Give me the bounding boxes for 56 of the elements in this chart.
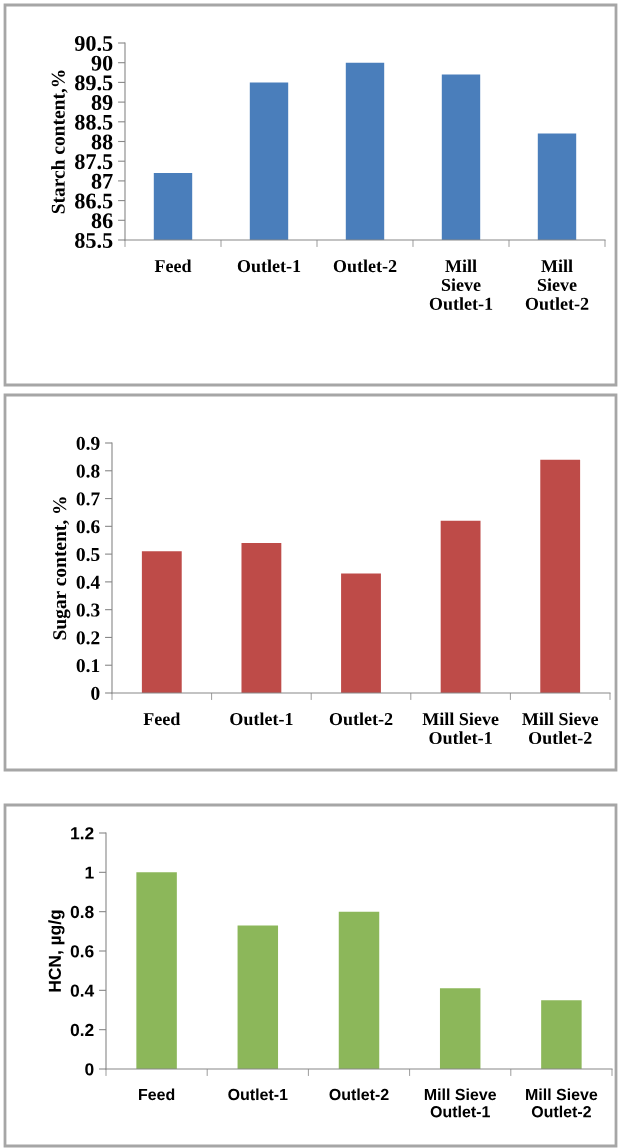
y-tick-label: 0.2 [70,1023,94,1037]
y-tick-label: 0.4 [76,575,100,589]
y-tick-label: 90.5 [74,35,113,52]
bar [439,988,481,1069]
x-tick-label: Outlet-1 [230,712,293,726]
y-tick-label: 0.4 [70,984,95,997]
y-tick-label: 0.7 [76,492,100,506]
y-tick-label: 86 [91,213,113,229]
y-tick-label: 89 [91,95,113,111]
y-tick-label: 0.3 [76,603,100,617]
bar [141,551,182,693]
bar [241,543,282,693]
bar [541,1000,582,1069]
x-tick-label: Mill Sieve Outlet-2 [522,712,599,745]
x-tick-label: Outlet-2 [333,259,397,273]
y-axis-title: HCN, µg/g [48,910,65,992]
y-axis-title: Sugar content, % [53,497,71,640]
x-tick-label: Mill Sieve Outlet-2 [525,259,589,310]
x-tick-label: Mill Sieve Outlet-1 [422,712,499,745]
x-tick-label: Mill Sieve Outlet-1 [429,259,493,310]
bar [341,573,381,693]
y-tick-label: 86.5 [75,193,113,209]
y-tick-label: 88 [91,134,113,150]
bar [440,520,481,693]
y-tick-label: 0.6 [76,520,100,534]
y-tick-label: 85.5 [75,232,113,249]
bar [540,459,581,693]
y-tick-label: 87.5 [75,154,113,170]
x-tick-label: Outlet-2 [329,712,393,726]
y-tick-label: 90 [91,55,113,71]
bar [338,911,380,1069]
x-tick-label: Mill Sieve Outlet-1 [424,1088,497,1118]
y-tick-label: 89.5 [75,75,113,91]
y-tick-label: 87 [91,173,113,189]
y-tick-label: 0 [91,686,100,700]
y-tick-label: 1.2 [71,827,94,840]
y-tick-label: 0.9 [76,436,100,451]
y-tick-label: 0.6 [70,945,94,958]
y-tick-label: 0.8 [70,905,94,919]
x-tick-label: Feed [139,1088,175,1101]
bar [237,925,279,1069]
x-tick-label: Outlet-1 [237,259,301,273]
x-tick-label: Outlet-1 [228,1088,288,1101]
y-tick-label: 1 [85,866,94,879]
x-tick-label: Feed [143,712,181,726]
bar [136,872,177,1069]
y-tick-label: 0.2 [76,631,100,645]
y-tick-label: 0 [85,1063,94,1076]
y-tick-label: 0.1 [76,659,100,673]
y-tick-label: 88.5 [75,114,113,130]
x-tick-label: Outlet-2 [329,1088,389,1101]
x-tick-label: Mill Sieve Outlet-2 [526,1088,598,1118]
y-axis-title: Starch content,% [51,70,68,214]
x-tick-label: Feed [154,259,192,273]
y-tick-label: 0.8 [76,464,100,478]
y-tick-label: 0.5 [76,547,100,562]
